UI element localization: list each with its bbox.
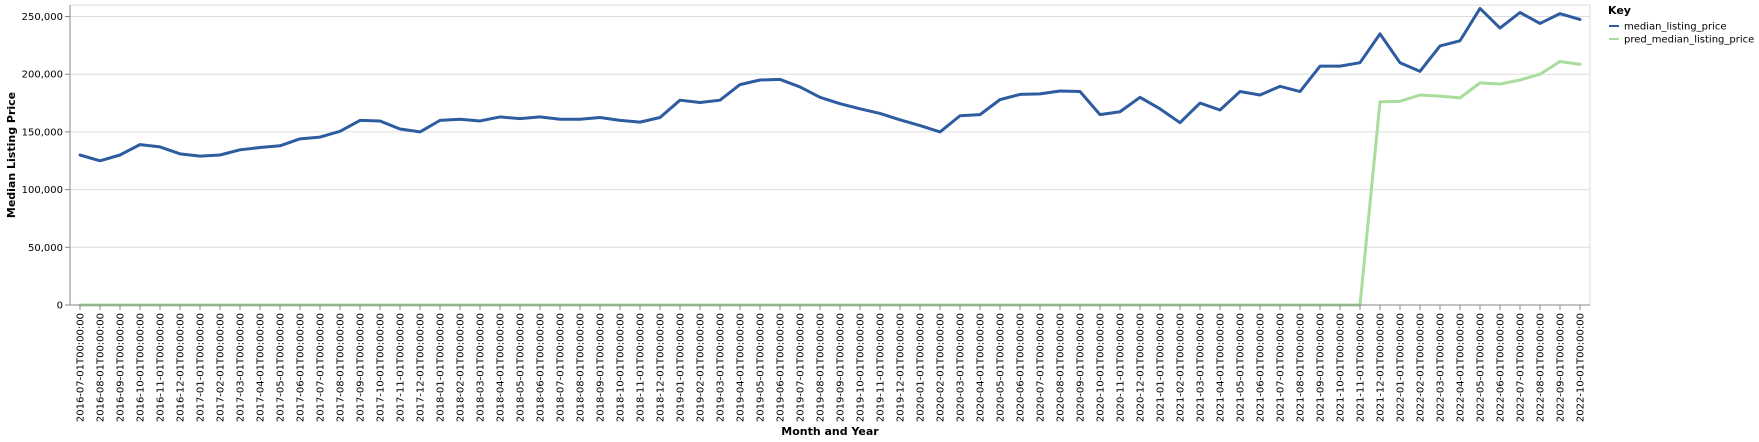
x-tick-label: 2020-08-01T00:00:00 (1056, 313, 1067, 422)
x-tick-label: 2022-07-01T00:00:00 (1516, 313, 1527, 422)
x-tick-label: 2017-10-01T00:00:00 (376, 313, 387, 422)
x-tick-label: 2019-05-01T00:00:00 (756, 313, 767, 422)
x-tick-label: 2017-12-01T00:00:00 (416, 313, 427, 422)
x-tick-label: 2020-03-01T00:00:00 (956, 313, 967, 422)
legend-label: median_listing_price (1624, 22, 1727, 33)
x-tick-label: 2017-08-01T00:00:00 (336, 313, 347, 422)
x-tick-label: 2022-01-01T00:00:00 (1396, 313, 1407, 422)
series-lines (78, 6, 1582, 307)
x-tick-label: 2018-05-01T00:00:00 (516, 313, 527, 422)
y-tick-label: 200,000 (22, 70, 63, 81)
x-tick-label: 2018-02-01T00:00:00 (456, 313, 467, 422)
x-tick-label: 2016-09-01T00:00:00 (116, 313, 127, 422)
x-tick-label: 2021-03-01T00:00:00 (1196, 313, 1207, 422)
y-tick-label: 100,000 (22, 185, 63, 196)
x-axis-title: Month and Year (781, 425, 879, 438)
x-tick-label: 2018-09-01T00:00:00 (596, 313, 607, 422)
x-tick-label: 2019-06-01T00:00:00 (776, 313, 787, 422)
x-tick-label: 2017-06-01T00:00:00 (296, 313, 307, 422)
series-line-pred_median_listing_price (78, 60, 1582, 307)
x-tick-label: 2019-11-01T00:00:00 (876, 313, 887, 422)
x-tick-label: 2021-04-01T00:00:00 (1216, 313, 1227, 422)
y-axis: 0 50,000 100,000 150,000 200,000 250,000 (22, 12, 70, 312)
x-tick-label: 2022-08-01T00:00:00 (1536, 313, 1547, 422)
y-tick-label: 250,000 (22, 12, 63, 23)
x-tick-label: 2022-05-01T00:00:00 (1476, 313, 1487, 422)
x-tick-label: 2019-12-01T00:00:00 (896, 313, 907, 422)
x-tick-label: 2016-07-01T00:00:00 (76, 313, 87, 422)
x-tick-label: 2019-04-01T00:00:00 (736, 313, 747, 422)
x-tick-label: 2020-09-01T00:00:00 (1076, 313, 1087, 422)
x-tick-label: 2021-10-01T00:00:00 (1336, 313, 1347, 422)
y-tick-label: 50,000 (28, 243, 63, 254)
x-tick-label: 2022-06-01T00:00:00 (1496, 313, 1507, 422)
x-tick-label: 2018-10-01T00:00:00 (616, 313, 627, 422)
x-tick-label: 2016-10-01T00:00:00 (136, 313, 147, 422)
y-axis-title: Median Listing Price (5, 92, 18, 218)
x-tick-label: 2018-11-01T00:00:00 (636, 313, 647, 422)
x-tick-label: 2022-03-01T00:00:00 (1436, 313, 1447, 422)
x-tick-label: 2020-01-01T00:00:00 (916, 313, 927, 422)
x-tick-label: 2020-02-01T00:00:00 (936, 313, 947, 422)
x-tick-label: 2017-09-01T00:00:00 (356, 313, 367, 422)
x-tick-label: 2017-11-01T00:00:00 (396, 313, 407, 422)
x-tick-label: 2020-12-01T00:00:00 (1136, 313, 1147, 422)
x-tick-label: 2019-10-01T00:00:00 (856, 313, 867, 422)
x-tick-label: 2017-01-01T00:00:00 (196, 313, 207, 422)
x-tick-label: 2021-01-01T00:00:00 (1156, 313, 1167, 422)
x-tick-label: 2016-11-01T00:00:00 (156, 313, 167, 422)
x-tick-label: 2018-03-01T00:00:00 (476, 313, 487, 422)
x-tick-label: 2022-02-01T00:00:00 (1416, 313, 1427, 422)
x-tick-label: 2020-06-01T00:00:00 (1016, 313, 1027, 422)
x-tick-label: 2017-05-01T00:00:00 (276, 313, 287, 422)
x-tick-label: 2017-07-01T00:00:00 (316, 313, 327, 422)
x-tick-label: 2021-11-01T00:00:00 (1356, 313, 1367, 422)
x-tick-label: 2017-03-01T00:00:00 (236, 313, 247, 422)
x-tick-label: 2019-01-01T00:00:00 (676, 313, 687, 422)
x-axis: 2016-07-01T00:00:00 2016-08-01T00:00:00 20… (76, 305, 1587, 422)
x-tick-label: 2021-07-01T00:00:00 (1276, 313, 1287, 422)
x-tick-label: 2020-07-01T00:00:00 (1036, 313, 1047, 422)
x-tick-label: 2019-08-01T00:00:00 (816, 313, 827, 422)
x-tick-label: 2021-02-01T00:00:00 (1176, 313, 1187, 422)
x-tick-label: 2019-03-01T00:00:00 (716, 313, 727, 422)
x-tick-label: 2018-01-01T00:00:00 (436, 313, 447, 422)
x-tick-label: 2019-07-01T00:00:00 (796, 313, 807, 422)
x-tick-label: 2022-10-01T00:00:00 (1576, 313, 1587, 422)
x-tick-label: 2020-04-01T00:00:00 (976, 313, 987, 422)
x-tick-label: 2021-05-01T00:00:00 (1236, 313, 1247, 422)
x-tick-label: 2021-08-01T00:00:00 (1296, 313, 1307, 422)
series-line-median_listing_price (78, 6, 1582, 163)
x-tick-label: 2017-02-01T00:00:00 (216, 313, 227, 422)
x-tick-label: 2018-07-01T00:00:00 (556, 313, 567, 422)
x-tick-label: 2019-09-01T00:00:00 (836, 313, 847, 422)
x-tick-label: 2020-05-01T00:00:00 (996, 313, 1007, 422)
x-tick-label: 2019-02-01T00:00:00 (696, 313, 707, 422)
legend-title: Key (1608, 4, 1631, 17)
x-tick-label: 2021-09-01T00:00:00 (1316, 313, 1327, 422)
x-tick-label: 2018-08-01T00:00:00 (576, 313, 587, 422)
y-tick-label: 150,000 (22, 127, 63, 138)
x-tick-label: 2016-12-01T00:00:00 (176, 313, 187, 422)
x-tick-label: 2020-11-01T00:00:00 (1116, 313, 1127, 422)
x-tick-label: 2021-06-01T00:00:00 (1256, 313, 1267, 422)
x-tick-label: 2020-10-01T00:00:00 (1096, 313, 1107, 422)
legend-label: pred_median_listing_price (1624, 35, 1754, 46)
y-tick-label: 0 (57, 301, 63, 312)
x-tick-label: 2018-04-01T00:00:00 (496, 313, 507, 422)
x-tick-label: 2021-12-01T00:00:00 (1376, 313, 1387, 422)
x-tick-label: 2022-04-01T00:00:00 (1456, 313, 1467, 422)
x-tick-label: 2022-09-01T00:00:00 (1556, 313, 1567, 422)
x-tick-label: 2016-08-01T00:00:00 (96, 313, 107, 422)
legend: Key median_listing_price pred_median_list… (1608, 4, 1754, 46)
x-tick-label: 2018-06-01T00:00:00 (536, 313, 547, 422)
x-tick-label: 2018-12-01T00:00:00 (656, 313, 667, 422)
plot-frame (69, 4, 1591, 306)
x-tick-label: 2017-04-01T00:00:00 (256, 313, 267, 422)
